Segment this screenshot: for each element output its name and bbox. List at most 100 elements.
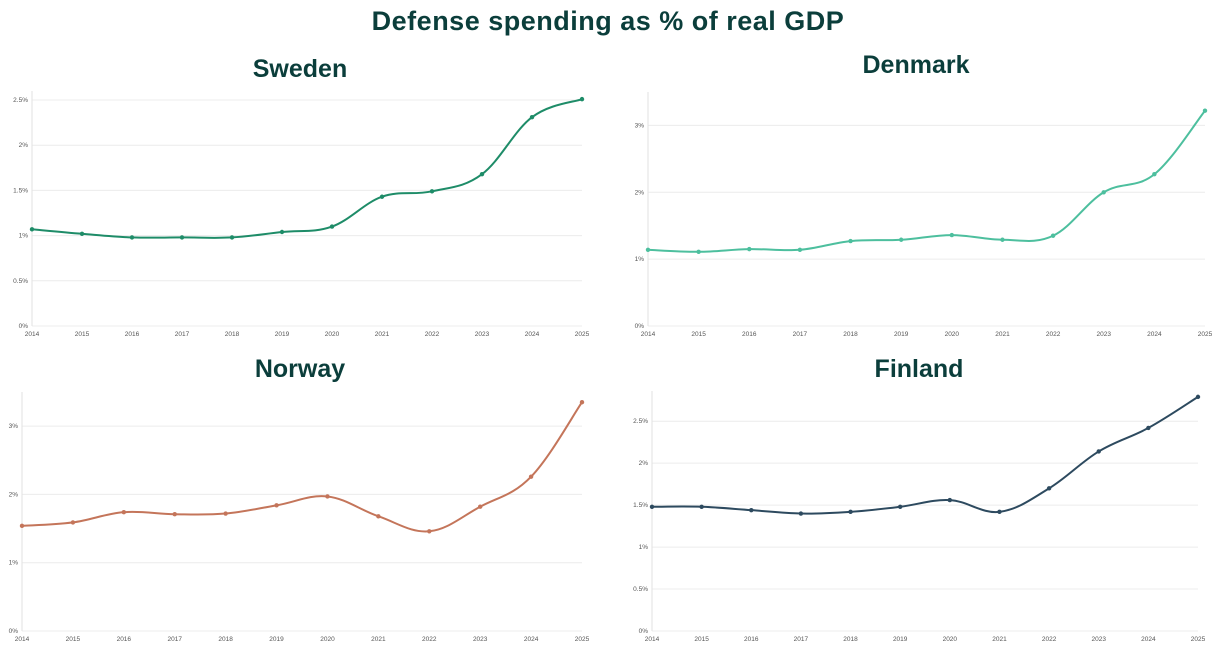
data-point[interactable] — [848, 238, 853, 244]
x-tick-label: 2022 — [1046, 331, 1061, 338]
chart-denmark: 0% 1% 2% 3% 2014 2015 2016 2017 2018 2019 2020 2021… — [635, 92, 1213, 338]
data-point[interactable] — [1096, 449, 1101, 454]
data-point[interactable] — [529, 115, 535, 120]
data-point[interactable] — [898, 237, 904, 242]
data-point[interactable] — [70, 520, 76, 525]
data-point[interactable] — [1146, 425, 1151, 431]
data-point[interactable] — [223, 511, 228, 516]
data-point[interactable] — [749, 507, 754, 513]
data-point[interactable] — [429, 189, 435, 194]
data-point[interactable] — [696, 249, 701, 254]
x-tick-label: 2023 — [475, 331, 490, 338]
data-point[interactable] — [949, 232, 955, 238]
data-point[interactable] — [79, 231, 85, 237]
x-tick-label: 2015 — [694, 636, 709, 643]
data-point[interactable] — [19, 523, 25, 529]
data-point[interactable] — [179, 235, 185, 240]
x-tick-label: 2021 — [371, 636, 386, 643]
x-tick-label: 2022 — [422, 636, 437, 643]
x-tick-label: 2018 — [843, 636, 858, 643]
series-line-norway — [21, 401, 583, 533]
data-point[interactable] — [325, 494, 330, 499]
data-point[interactable] — [797, 247, 803, 252]
data-point[interactable] — [376, 514, 381, 519]
data-point[interactable] — [528, 474, 534, 479]
x-tick-label: 2024 — [525, 331, 540, 338]
chart-sweden: 0% 0.5% 1% 1.5% 2% 2.5% 2014 2015 2016 2017 2018 20… — [13, 91, 590, 338]
x-tick-label: 2019 — [893, 636, 908, 643]
y-tick-label: 0.5% — [633, 586, 648, 593]
chart-title-norway: Norway — [254, 355, 346, 383]
x-tick-label: 2019 — [894, 331, 909, 338]
x-tick-label: 2015 — [66, 636, 81, 643]
data-point[interactable] — [747, 246, 752, 252]
data-point[interactable] — [121, 509, 127, 515]
y-tick-label: 0% — [635, 323, 645, 330]
x-tick-label: 2017 — [794, 636, 809, 643]
x-tick-label: 2015 — [691, 331, 706, 338]
data-point[interactable] — [699, 504, 704, 510]
x-tick-label: 2023 — [1096, 331, 1111, 338]
data-point[interactable] — [649, 504, 655, 510]
data-point[interactable] — [274, 503, 279, 508]
data-point[interactable] — [477, 504, 483, 509]
data-point[interactable] — [1195, 394, 1201, 400]
x-tick-label: 2016 — [744, 636, 759, 643]
data-point[interactable] — [427, 529, 432, 534]
chart-title-denmark: Denmark — [862, 51, 970, 79]
y-tick-label: 1% — [19, 233, 29, 240]
x-tick-label: 2015 — [75, 331, 90, 338]
x-tick-label: 2019 — [269, 636, 284, 643]
y-tick-label: 1% — [639, 544, 649, 551]
y-tick-label: 3% — [635, 122, 645, 129]
x-tick-label: 2014 — [15, 636, 30, 643]
x-tick-label: 2018 — [843, 331, 858, 338]
series-line-denmark — [647, 110, 1206, 253]
x-tick-label: 2018 — [218, 636, 233, 643]
x-tick-label: 2021 — [375, 331, 390, 338]
data-point[interactable] — [329, 224, 335, 229]
data-point[interactable] — [997, 509, 1002, 515]
x-tick-label: 2021 — [992, 636, 1007, 643]
chart-finland: 0% 0.5% 1% 1.5% 2% 2.5% 2014 2015 2016 2017 2018 20… — [633, 391, 1206, 643]
data-point[interactable] — [947, 497, 953, 503]
main-title: Defense spending as % of real GDP — [371, 6, 845, 36]
data-point[interactable] — [848, 509, 853, 515]
chart-title-sweden: Sweden — [252, 55, 348, 83]
data-point[interactable] — [479, 171, 485, 177]
data-point[interactable] — [1050, 233, 1056, 238]
data-point[interactable] — [29, 227, 35, 232]
series-line-finland — [651, 396, 1199, 515]
data-point[interactable] — [798, 511, 804, 516]
x-tick-label: 2022 — [425, 331, 440, 338]
data-point[interactable] — [645, 247, 651, 252]
data-point[interactable] — [1152, 172, 1157, 177]
y-tick-label: 2% — [639, 460, 649, 467]
x-tick-label: 2022 — [1042, 636, 1057, 643]
data-point[interactable] — [172, 512, 177, 517]
data-point[interactable] — [1046, 486, 1052, 491]
series-line-sweden — [31, 98, 583, 239]
data-point[interactable] — [1202, 108, 1208, 113]
data-point[interactable] — [129, 235, 135, 240]
data-point[interactable] — [579, 400, 585, 405]
x-tick-label: 2017 — [167, 636, 182, 643]
data-point[interactable] — [279, 229, 285, 235]
data-point[interactable] — [579, 96, 585, 102]
chart-title-finland: Finland — [874, 355, 964, 383]
data-point[interactable] — [897, 504, 903, 510]
data-point[interactable] — [1101, 190, 1106, 195]
y-tick-label: 0% — [9, 628, 19, 635]
data-point[interactable] — [229, 235, 235, 240]
y-tick-label: 2.5% — [13, 97, 28, 104]
y-tick-label: 1% — [635, 256, 645, 263]
x-tick-label: 2014 — [645, 636, 660, 643]
data-point[interactable] — [1000, 237, 1005, 242]
data-point[interactable] — [379, 194, 385, 199]
y-tick-label: 0% — [639, 628, 649, 635]
x-tick-label: 2016 — [742, 331, 757, 338]
x-tick-label: 2025 — [575, 636, 590, 643]
x-tick-label: 2024 — [1147, 331, 1162, 338]
x-tick-label: 2023 — [1091, 636, 1106, 643]
x-tick-label: 2020 — [943, 636, 958, 643]
